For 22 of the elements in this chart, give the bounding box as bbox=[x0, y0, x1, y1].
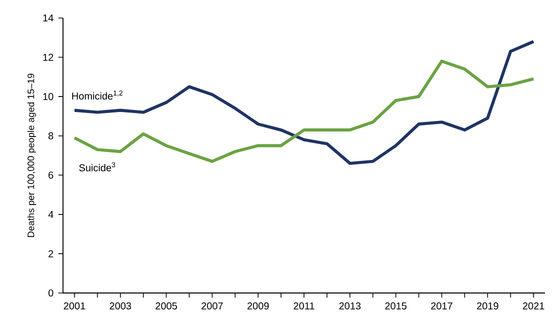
y-tick-label: 4 bbox=[48, 210, 54, 218]
x-tick-label: 2001 bbox=[64, 302, 86, 310]
y-tick-label: 12 bbox=[43, 54, 54, 61]
x-tick-label: 2003 bbox=[110, 302, 132, 310]
x-tick-label: 2013 bbox=[339, 302, 361, 310]
x-tick-label: 2017 bbox=[431, 302, 452, 310]
y-tick-label: 0 bbox=[48, 289, 54, 297]
x-tick-label: 2005 bbox=[156, 302, 177, 310]
series-label: Homicide$^{1,2}$ bbox=[72, 90, 122, 100]
series-label: Suicide$^{3}$ bbox=[79, 162, 116, 172]
y-tick-label: 10 bbox=[43, 93, 54, 100]
y-tick-label: 2 bbox=[48, 250, 54, 258]
x-tick-label: 2011 bbox=[294, 302, 314, 310]
y-tick-label: 14 bbox=[43, 14, 54, 22]
x-tick-label: 2009 bbox=[247, 302, 269, 310]
x-tick-label: 2015 bbox=[385, 302, 407, 310]
y-axis-title: Deaths per 100,000 people aged 15–19 bbox=[27, 74, 36, 237]
y-tick-label: 6 bbox=[48, 172, 54, 179]
x-tick-label: 2007 bbox=[202, 302, 223, 310]
x-tick-label: 2021 bbox=[522, 302, 544, 310]
x-tick-label: 2019 bbox=[476, 302, 498, 310]
y-tick-label: 8 bbox=[48, 132, 54, 140]
